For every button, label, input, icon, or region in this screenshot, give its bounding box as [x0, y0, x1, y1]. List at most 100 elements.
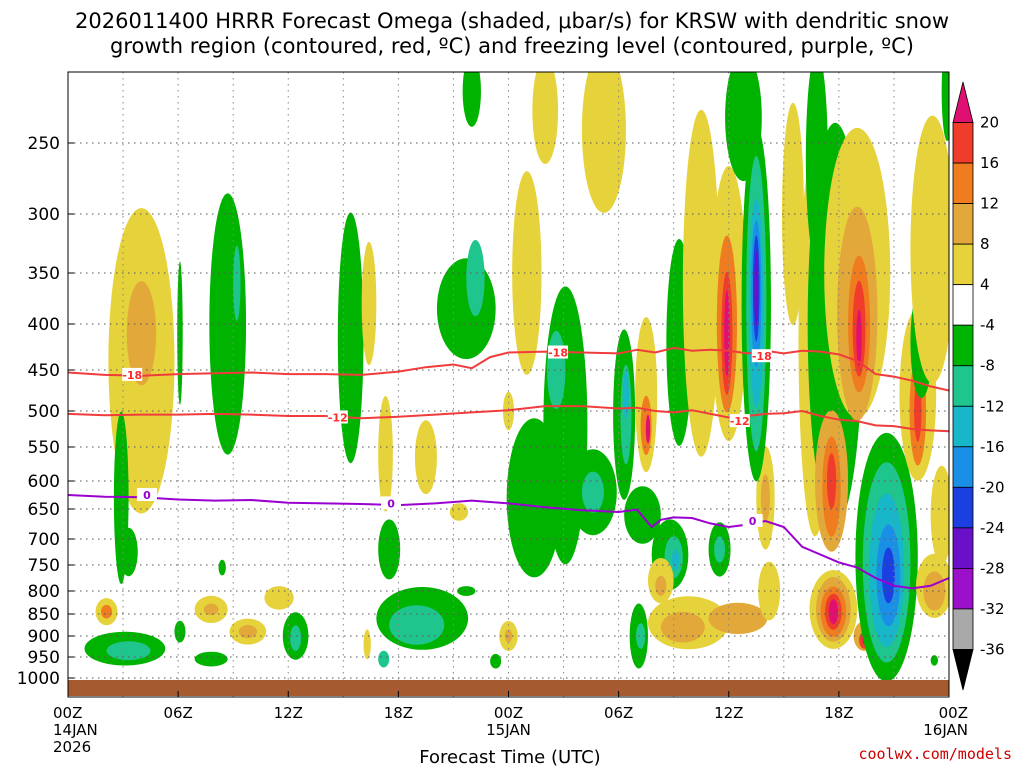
colorbar-label: 12 — [980, 195, 999, 213]
contour-label-bg — [381, 496, 402, 510]
omega-cell-38 — [490, 653, 502, 669]
contour-label: -18 — [752, 350, 772, 363]
y-tick-label: 850 — [28, 605, 60, 625]
omega-cell-33 — [466, 240, 485, 317]
footer-credit[interactable]: coolwx.com/models — [858, 745, 1012, 763]
contour-label-bg — [729, 414, 750, 428]
contour-label: 0 — [387, 497, 395, 510]
omega-cell-115 — [941, 72, 949, 142]
contour-label: -18 — [122, 369, 142, 382]
colorbar-band — [952, 405, 974, 448]
contour-label: -12 — [730, 415, 750, 428]
y-axis-ticks: 2503003504004505005506006507007508008509… — [17, 134, 74, 689]
omega-cell-10 — [233, 245, 241, 321]
omega-cell-1 — [126, 281, 157, 386]
omega-cell-14 — [238, 625, 258, 639]
omega-cell-28 — [389, 605, 445, 645]
y-tick-label: 1000 — [17, 669, 60, 689]
omega-cell-88 — [826, 453, 837, 509]
omega-cell-43 — [581, 72, 626, 213]
omega-cell-24 — [414, 420, 437, 495]
colorbar-band — [952, 608, 974, 650]
colorbar-band — [952, 324, 974, 367]
y-tick-label: 550 — [28, 438, 60, 458]
contour-line-2 — [68, 405, 949, 433]
colorbar-label: -28 — [980, 559, 1005, 577]
colorbar-band — [952, 486, 974, 529]
contour-label: 0 — [749, 515, 757, 528]
omega-cell-3 — [119, 527, 138, 577]
omega-cell-42 — [532, 72, 559, 164]
omega-cell-116 — [930, 655, 938, 666]
omega-cell-31 — [462, 72, 481, 127]
colorbar-label: 20 — [980, 114, 999, 132]
contour-label-bg — [327, 410, 348, 424]
grid-lines — [68, 72, 949, 697]
y-tick-label: 300 — [28, 205, 60, 225]
colorbar-band — [952, 365, 974, 407]
colorbar-label: 16 — [980, 154, 999, 172]
omega-cell-63 — [715, 608, 760, 629]
omega-cell-45 — [581, 471, 604, 513]
omega-cell-26 — [378, 519, 401, 580]
omega-cell-51 — [645, 414, 651, 444]
omega-cell-67 — [655, 575, 667, 596]
omega-cell-34 — [512, 171, 542, 375]
omega-cell-8 — [177, 261, 183, 405]
omega-cell-59 — [636, 623, 646, 649]
omega-cell-18 — [174, 620, 186, 643]
omega-cell-70 — [760, 474, 771, 522]
colorbar-label: -16 — [980, 438, 1005, 456]
colorbar: 20 16 12 8 4 -4 -8 -12 -16 -20 -24 -28 -32 -36 — [952, 81, 1005, 691]
omega-cell-32 — [436, 258, 496, 360]
y-tick-label: 800 — [28, 582, 60, 602]
colorbar-arrow-bottom — [952, 649, 974, 691]
omega-cell-5 — [106, 641, 151, 661]
omega-cell-81 — [754, 250, 759, 326]
x-tick-label: 00Z — [939, 704, 968, 722]
x-tick-date: 16JAN — [923, 721, 968, 739]
x-tick-label: 18Z — [384, 704, 413, 722]
y-tick-label: 950 — [28, 648, 60, 668]
colorbar-band — [952, 122, 974, 164]
colorbar-label: 4 — [980, 276, 990, 294]
colorbar-band — [952, 568, 974, 610]
omega-cell-9 — [209, 193, 247, 455]
omega-cell-68 — [758, 561, 781, 621]
omega-cell-20 — [218, 559, 226, 576]
omega-cell-82 — [781, 102, 805, 326]
y-tick-label: 350 — [28, 264, 60, 284]
contour-line-1 — [68, 346, 949, 392]
x-tick-label: 00Z — [53, 704, 82, 722]
colorbar-arrow-top — [952, 81, 974, 123]
omega-cell-93 — [856, 309, 862, 367]
x-tick-label: 18Z — [824, 704, 853, 722]
x-tick-date: 15JAN — [486, 721, 531, 739]
y-tick-label: 750 — [28, 556, 60, 576]
colorbar-band — [952, 284, 974, 326]
contour-label-bg — [751, 349, 772, 363]
x-tick-label: 06Z — [604, 704, 633, 722]
y-tick-label: 400 — [28, 315, 60, 335]
omega-cell-12 — [203, 603, 219, 616]
contour-label: -12 — [328, 411, 348, 424]
omega-cell-41 — [506, 418, 562, 578]
omega-cell-25 — [363, 629, 371, 660]
colorbar-label: -24 — [980, 519, 1005, 537]
x-tick-label: 12Z — [714, 704, 743, 722]
x-tick-date: 14JAN — [53, 721, 98, 739]
omega-cell-111 — [910, 115, 949, 384]
y-tick-label: 650 — [28, 500, 60, 520]
omega-cell-23 — [378, 395, 393, 512]
omega-cell-22 — [361, 242, 377, 366]
omega-cell-15 — [264, 586, 294, 610]
x-tick-label: 06Z — [163, 704, 192, 722]
x-tick-label: 12Z — [274, 704, 303, 722]
omega-cell-19 — [194, 651, 228, 667]
colorbar-label: -32 — [980, 600, 1005, 618]
x-tick-label: 00Z — [494, 704, 523, 722]
chart-titles: 2026011400 HRRR Forecast Omega (shaded, … — [75, 9, 949, 58]
omega-cell-7 — [101, 604, 113, 619]
y-tick-label: 500 — [28, 402, 60, 422]
